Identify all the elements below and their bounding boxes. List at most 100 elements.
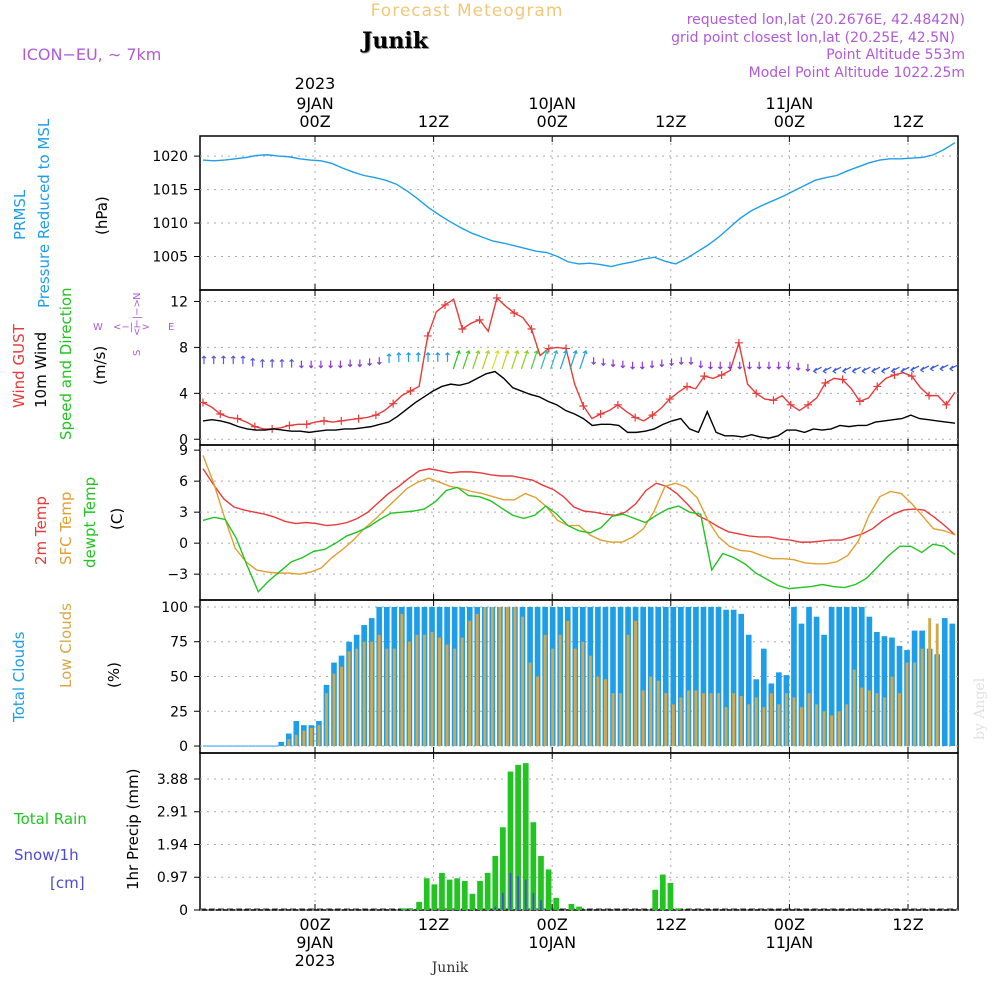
low-clouds-bar [400, 613, 404, 747]
low-clouds-bar [656, 680, 660, 747]
wind-ylabel: Wind GUST 10m Wind Speed and Direction (… [10, 287, 174, 440]
wind-direction-arrow [678, 357, 684, 366]
bottom-time-label: 2023 [295, 951, 336, 970]
wind-direction-arrow [698, 360, 704, 369]
top-time-label: 9JAN [296, 94, 334, 113]
wind-direction-arrow [367, 358, 373, 367]
gust-marker [890, 370, 899, 379]
wind-direction-arrow [822, 366, 832, 374]
wind-direction-arrow [832, 366, 842, 374]
low-clouds-bar [913, 662, 917, 747]
wind-direction-arrow [269, 358, 275, 368]
wind-direction-arrow [260, 358, 265, 368]
total-clouds-bar [881, 636, 888, 747]
wind-direction-arrow [279, 358, 285, 368]
wind-direction-arrow [511, 349, 520, 370]
total-clouds-bar [874, 631, 880, 747]
rain-bar [545, 869, 552, 910]
total-clouds-bar [685, 606, 692, 747]
bottom-time-label: 00Z [299, 915, 330, 934]
gust-marker [337, 416, 346, 425]
rain-bar [446, 879, 453, 910]
top-time-label: 00Z [774, 112, 805, 131]
wind-label-unit: (m/s) [91, 346, 109, 385]
clouds-ylabel: Total Clouds Low Clouds (%) [10, 603, 123, 723]
wind-direction-arrow [376, 357, 382, 366]
grid-point-coords: grid point closest lon,lat (20.25E, 42.5… [671, 30, 955, 46]
wind-direction-arrow [812, 366, 822, 374]
rain-bar [469, 893, 476, 910]
wind-direction-arrow [347, 359, 353, 368]
gust-marker [838, 375, 847, 384]
wind-direction-arrow [462, 349, 471, 370]
wind-direction-arrow [221, 355, 226, 365]
total-clouds-bar [678, 606, 684, 747]
rain-bar [675, 908, 681, 910]
snow-bar [517, 876, 519, 910]
wind-direction-arrow [569, 349, 578, 370]
low-clouds-bar [513, 606, 517, 747]
low-clouds-bar [852, 669, 856, 747]
total-clouds-bar [640, 606, 646, 747]
total-clouds-bar [738, 613, 744, 747]
wind-direction-arrow [396, 352, 402, 362]
location-title: Junik [360, 28, 429, 54]
precip-ytick-label: 2.91 [157, 805, 188, 821]
low-clouds-bar [641, 690, 645, 747]
bottom-time-label: 12Z [418, 915, 449, 934]
gust-marker [942, 400, 951, 409]
wind-direction-arrow [776, 361, 782, 370]
wind-direction-arrow [756, 361, 762, 370]
wind-ytick-label: 12 [170, 294, 188, 310]
wind-direction-arrow [289, 358, 295, 368]
wind-direction-arrow [337, 360, 343, 369]
top-time-label: 00Z [537, 112, 568, 131]
wind-direction-arrow [298, 360, 304, 369]
low-clouds-bar [309, 727, 313, 747]
wind-frame [199, 289, 959, 446]
low-clouds-bar [815, 704, 818, 747]
rain-bar [484, 872, 491, 910]
low-clouds-bar [702, 693, 705, 747]
clouds-ytick-label: 75 [170, 635, 188, 651]
rain-bar [492, 855, 499, 910]
low-clouds-bar [588, 655, 592, 747]
watermark: by Angel [972, 677, 988, 740]
wind-direction-arrow [805, 364, 811, 372]
wind-direction-arrow [230, 355, 236, 365]
compass-e: E [168, 322, 174, 333]
rain-bar [461, 880, 468, 910]
low-clouds-bar [883, 697, 886, 747]
temperature-sfc-temp-line [202, 455, 956, 575]
precip-ytick-label: 1.94 [157, 837, 188, 853]
low-clouds-bar [340, 666, 343, 747]
gust-marker [458, 325, 467, 334]
temp-ylabel: 2m Temp SFC Temp dewpt Temp (C) [32, 477, 126, 568]
wind-direction-arrow [880, 366, 891, 374]
wind-direction-arrow [481, 349, 491, 370]
low-clouds-bar [928, 618, 932, 747]
total-clouds-bar [700, 606, 707, 747]
top-time-label: 10JAN [528, 94, 576, 113]
low-clouds-bar [294, 734, 298, 747]
wind-direction-arrow [318, 360, 324, 369]
low-clouds-bar [483, 606, 487, 747]
low-clouds-bar [875, 693, 879, 747]
low-clouds-bar [762, 707, 766, 747]
top-time-label: 11JAN [766, 94, 814, 113]
temp-label-2m: 2m Temp [32, 496, 50, 565]
wind-direction-arrow [688, 357, 694, 366]
wind-direction-arrow [669, 358, 674, 367]
rain-bar [522, 763, 529, 910]
total-clouds-bar [791, 606, 797, 747]
total-clouds-bar [708, 606, 714, 747]
low-clouds-bar [717, 693, 720, 747]
wind-direction-arrow [649, 360, 655, 369]
low-clouds-bar [332, 673, 336, 747]
gust-marker [631, 413, 640, 422]
total-clouds-bar [828, 606, 835, 747]
low-clouds-bar [468, 620, 472, 747]
wind-direction-arrow [386, 353, 392, 364]
gust-marker [873, 382, 882, 391]
